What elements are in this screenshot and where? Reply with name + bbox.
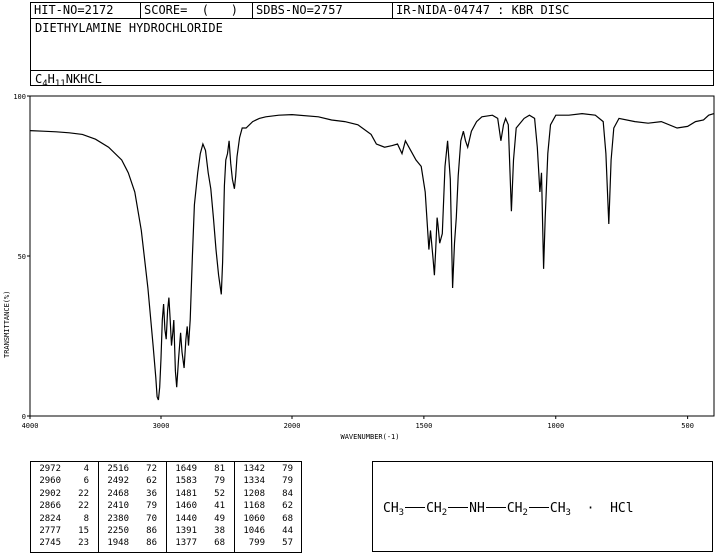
peak-wavenumber: 799 xyxy=(248,538,265,549)
peak-wavenumber: 2380 xyxy=(107,513,129,524)
peak-wavenumber: 1460 xyxy=(175,501,197,512)
peak-column: 2516 72 2492 62 2468 36 2410 79 2380 70 2250 86 1948… xyxy=(99,462,167,552)
structure-box: CH3 CH2 NH CH2 CH3 · HCl xyxy=(372,461,713,552)
peak-wavenumber: 2468 xyxy=(107,488,129,499)
ir-spectrum-chart: 0 50 100 4000 3000 2000 1500 1000 500 TRANSMITT… xyxy=(3,93,715,441)
peak-intensity: 86 xyxy=(146,526,157,536)
peak-intensity: 84 xyxy=(282,488,293,499)
peak-intensity: 38 xyxy=(214,526,225,536)
y-tick-label: 50 xyxy=(18,253,26,261)
peak-wavenumber: 1060 xyxy=(243,513,265,524)
peak-intensity: 44 xyxy=(282,526,293,536)
peak-intensity: 79 xyxy=(282,464,293,474)
peak-wavenumber: 1583 xyxy=(175,476,197,487)
peak-intensity: 81 xyxy=(214,464,225,474)
score: SCORE= ( ) xyxy=(141,3,253,19)
peak-intensity: 8 xyxy=(83,513,89,524)
peak-wavenumber: 1481 xyxy=(175,488,197,499)
compound-name: DIETHYLAMINE HYDROCHLORIDE xyxy=(35,21,223,35)
peak-wavenumber: 2824 xyxy=(39,513,61,524)
peak-wavenumber: 1377 xyxy=(175,538,197,549)
peak-column: 2972 4 2960 6 2902 22 2866 22 2824 8 2777 15 2745 23 xyxy=(31,462,99,552)
x-tick-label: 3000 xyxy=(153,422,170,430)
peak-intensity: 62 xyxy=(282,501,293,512)
peak-intensity: 79 xyxy=(282,476,293,487)
peak-column: 1649 81 1583 79 1481 52 1460 41 1440 49 1391 38 1377… xyxy=(167,462,235,552)
peak-intensity: 6 xyxy=(83,476,89,487)
peak-wavenumber: 1208 xyxy=(243,488,265,499)
peak-intensity: 41 xyxy=(214,501,225,512)
header-name-row: DIETHYLAMINE HYDROCHLORIDE xyxy=(31,19,713,71)
peak-intensity: 68 xyxy=(214,538,225,549)
peak-intensity: 23 xyxy=(78,538,89,549)
x-tick-label: 2000 xyxy=(284,422,301,430)
peak-list-table: 2972 4 2960 6 2902 22 2866 22 2824 8 2777 15 2745 23 2… xyxy=(30,461,302,553)
peak-wavenumber: 2960 xyxy=(39,476,61,487)
peak-wavenumber: 2902 xyxy=(39,488,61,499)
peak-wavenumber: 1334 xyxy=(243,476,265,487)
peak-intensity: 79 xyxy=(214,476,225,487)
x-tick-label: 1000 xyxy=(547,422,564,430)
peak-wavenumber: 1168 xyxy=(243,501,265,512)
y-axis-label: TRANSMITTANCE(%) xyxy=(3,291,11,358)
peak-wavenumber: 2492 xyxy=(107,476,129,487)
peak-intensity: 49 xyxy=(214,513,225,524)
peak-intensity: 72 xyxy=(146,464,157,474)
peak-intensity: 70 xyxy=(146,513,157,524)
y-tick-label: 100 xyxy=(13,93,26,101)
peak-intensity: 68 xyxy=(282,513,293,524)
peak-intensity: 57 xyxy=(282,538,293,549)
peak-wavenumber: 1046 xyxy=(243,526,265,536)
peak-wavenumber: 2410 xyxy=(107,501,129,512)
peak-intensity: 52 xyxy=(214,488,225,499)
peak-wavenumber: 2516 xyxy=(107,464,129,474)
peak-intensity: 4 xyxy=(83,464,89,474)
peak-wavenumber: 2250 xyxy=(107,526,129,536)
x-tick-label: 1500 xyxy=(415,422,432,430)
spectrum-header: HIT-NO=2172 SCORE= ( ) SDBS-NO=2757 IR-N… xyxy=(30,2,714,89)
peak-intensity: 22 xyxy=(78,501,89,512)
spectrum-line xyxy=(29,112,715,401)
peak-wavenumber: 1948 xyxy=(107,538,129,549)
peak-wavenumber: 2972 xyxy=(39,464,61,474)
peak-intensity: 15 xyxy=(78,526,89,536)
peak-wavenumber: 2745 xyxy=(39,538,61,549)
peak-intensity: 86 xyxy=(146,538,157,549)
peak-wavenumber: 1440 xyxy=(175,513,197,524)
peak-wavenumber: 2866 xyxy=(39,501,61,512)
peak-column: 1342 79 1334 79 1208 84 1168 62 1060 68 1046 44 799 5… xyxy=(235,462,303,552)
peak-intensity: 62 xyxy=(146,476,157,487)
ir-sample-info: IR-NIDA-04747 : KBR DISC xyxy=(396,3,570,17)
peak-wavenumber: 2777 xyxy=(39,526,61,536)
header-formula-row: C4H11NKHCL xyxy=(31,71,713,89)
peak-intensity: 22 xyxy=(78,488,89,499)
molecular-formula: C4H11NKHCL xyxy=(35,72,102,89)
x-axis-label: WAVENUMBER(-1) xyxy=(340,433,399,441)
peak-wavenumber: 1391 xyxy=(175,526,197,536)
peak-wavenumber: 1342 xyxy=(243,464,265,474)
x-tick-label: 4000 xyxy=(22,422,39,430)
peak-wavenumber: 1649 xyxy=(175,464,197,474)
hit-number: HIT-NO=2172 xyxy=(31,3,141,19)
sdbs-number: SDBS-NO=2757 xyxy=(253,3,393,19)
structural-formula: CH3 CH2 NH CH2 CH3 · HCl xyxy=(383,501,634,518)
plot-frame xyxy=(29,95,715,417)
header-id-row: HIT-NO=2172 SCORE= ( ) SDBS-NO=2757 IR-N… xyxy=(31,3,713,19)
y-tick-label: 0 xyxy=(22,413,26,421)
peak-intensity: 79 xyxy=(146,501,157,512)
x-tick-label: 500 xyxy=(681,422,694,430)
peak-intensity: 36 xyxy=(146,488,157,499)
